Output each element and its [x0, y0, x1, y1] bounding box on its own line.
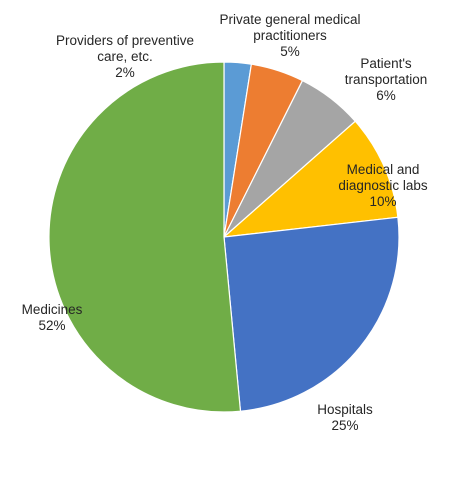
slice-category-label-4: Hospitals [317, 402, 373, 417]
slice-value-label-2: 6% [376, 88, 396, 103]
slice-category-label-3: diagnostic labs [338, 178, 428, 193]
slice-category-label-0: care, etc. [97, 49, 153, 64]
slice-category-label-3: Medical and [347, 162, 420, 177]
pie-slice-4 [223, 216, 400, 412]
pie-slice-3 [222, 120, 399, 238]
slice-value-label-0: 2% [115, 65, 135, 80]
slice-value-label-4: 25% [331, 418, 358, 433]
slice-category-label-1: Private general medical [219, 12, 360, 27]
slice-value-label-1: 5% [280, 44, 300, 59]
slice-category-label-2: transportation [345, 72, 428, 87]
slice-category-label-0: Providers of preventive [56, 33, 194, 48]
slice-category-label-2: Patient's [360, 56, 412, 71]
slice-category-label-5: Medicines [22, 302, 83, 317]
slice-category-label-1: practitioners [253, 28, 327, 43]
pie-slices [48, 61, 400, 413]
slice-value-label-3: 10% [369, 194, 396, 209]
pie-slice-5 [48, 61, 242, 413]
slice-value-label-5: 52% [38, 318, 65, 333]
